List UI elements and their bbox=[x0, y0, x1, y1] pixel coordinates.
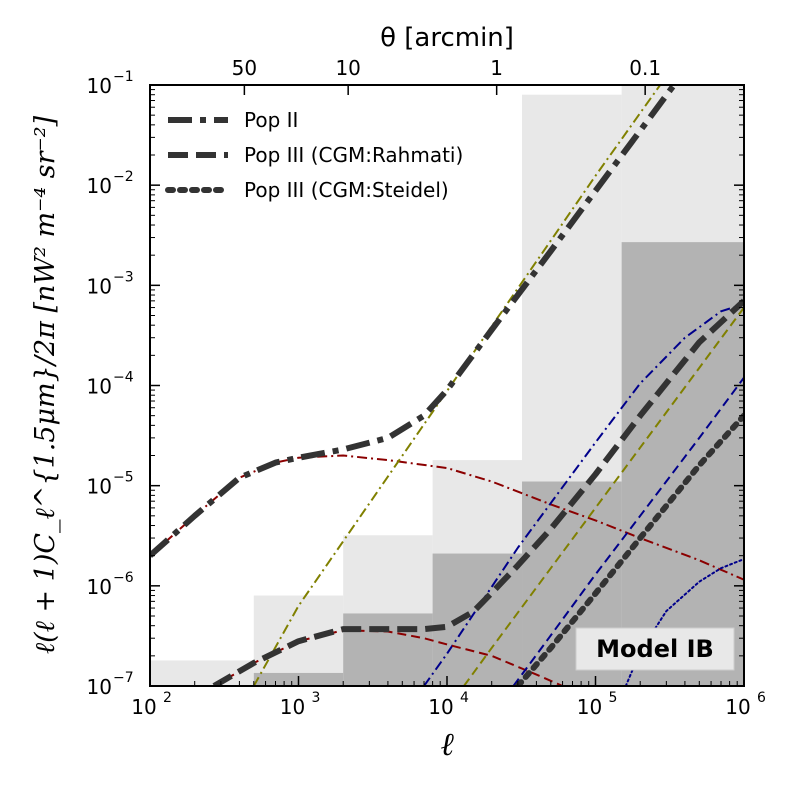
upper-limit-dark-bin bbox=[432, 553, 523, 686]
series-lines bbox=[150, 85, 744, 686]
pop-iii-cgm-rahmati--line bbox=[212, 298, 744, 686]
legend-label: Pop III (CGM:Rahmati) bbox=[244, 143, 463, 167]
x-tick-label: 10 bbox=[428, 695, 453, 719]
component-line bbox=[512, 376, 744, 686]
y-tick-exponent: −2 bbox=[113, 169, 134, 185]
y-tick-label: 10 bbox=[87, 475, 112, 499]
x-tick-exponent: 2 bbox=[163, 690, 172, 706]
upper-limit-dark-bin bbox=[343, 613, 433, 686]
y-axis-title: ℓ(ℓ + 1)C_ℓ^{1.5μm}/2π [nW² m⁻⁴ sr⁻²] bbox=[30, 115, 61, 654]
x-tick-exponent: 4 bbox=[460, 690, 469, 706]
y-tick-label: 10 bbox=[87, 575, 112, 599]
y-tick-exponent: −5 bbox=[113, 470, 134, 486]
component-line bbox=[463, 306, 744, 686]
legend-label: Pop II bbox=[244, 108, 298, 132]
upper-limit-dark-bin bbox=[621, 242, 744, 686]
y-tick-exponent: −7 bbox=[113, 670, 134, 686]
top-tick-label: 10 bbox=[335, 56, 360, 80]
component-line bbox=[423, 303, 744, 686]
legend: Pop II Pop III (CGM:Rahmati) Pop III (CGM:… bbox=[165, 108, 463, 202]
x-tick-exponent: 6 bbox=[757, 690, 766, 706]
component-line bbox=[252, 85, 662, 686]
x-tick-exponent: 3 bbox=[312, 690, 321, 706]
x-tick-label: 10 bbox=[280, 695, 305, 719]
x-tick-label: 10 bbox=[577, 695, 602, 719]
shaded-regions bbox=[150, 85, 744, 686]
y-tick-label: 10 bbox=[87, 675, 112, 699]
plot-frame bbox=[149, 84, 745, 687]
y-tick-label: 10 bbox=[87, 375, 112, 399]
top-tick-label: 0.1 bbox=[629, 56, 661, 80]
top-tick-label: 1 bbox=[490, 56, 503, 80]
x-tick-label: 10 bbox=[725, 695, 750, 719]
upper-limit-light-bin bbox=[150, 660, 254, 686]
y-tick-exponent: −6 bbox=[113, 570, 134, 586]
x-axis-title: ℓ bbox=[440, 725, 454, 763]
y-tick-label: 10 bbox=[87, 74, 112, 98]
pop-ii-line bbox=[150, 85, 678, 558]
axis-ticks: 10 2 10 3 10 4 10 5 10 610 −710 −610 −510 −410 −310 −21… bbox=[87, 56, 766, 719]
x-tick-label: 10 bbox=[131, 695, 156, 719]
legend-label: Pop III (CGM:Steidel) bbox=[244, 178, 449, 202]
y-tick-exponent: −1 bbox=[113, 69, 134, 85]
model-label: Model IB bbox=[596, 635, 714, 663]
top-axis-title: θ [arcmin] bbox=[380, 23, 514, 53]
y-tick-label: 10 bbox=[87, 274, 112, 298]
y-tick-label: 10 bbox=[87, 174, 112, 198]
top-tick-label: 50 bbox=[232, 56, 257, 80]
pop-iii-cgm-steidel--line bbox=[514, 412, 744, 686]
model-label-box bbox=[575, 627, 735, 671]
x-tick-exponent: 5 bbox=[609, 690, 618, 706]
y-tick-exponent: −3 bbox=[113, 269, 134, 285]
y-tick-exponent: −4 bbox=[113, 370, 134, 386]
